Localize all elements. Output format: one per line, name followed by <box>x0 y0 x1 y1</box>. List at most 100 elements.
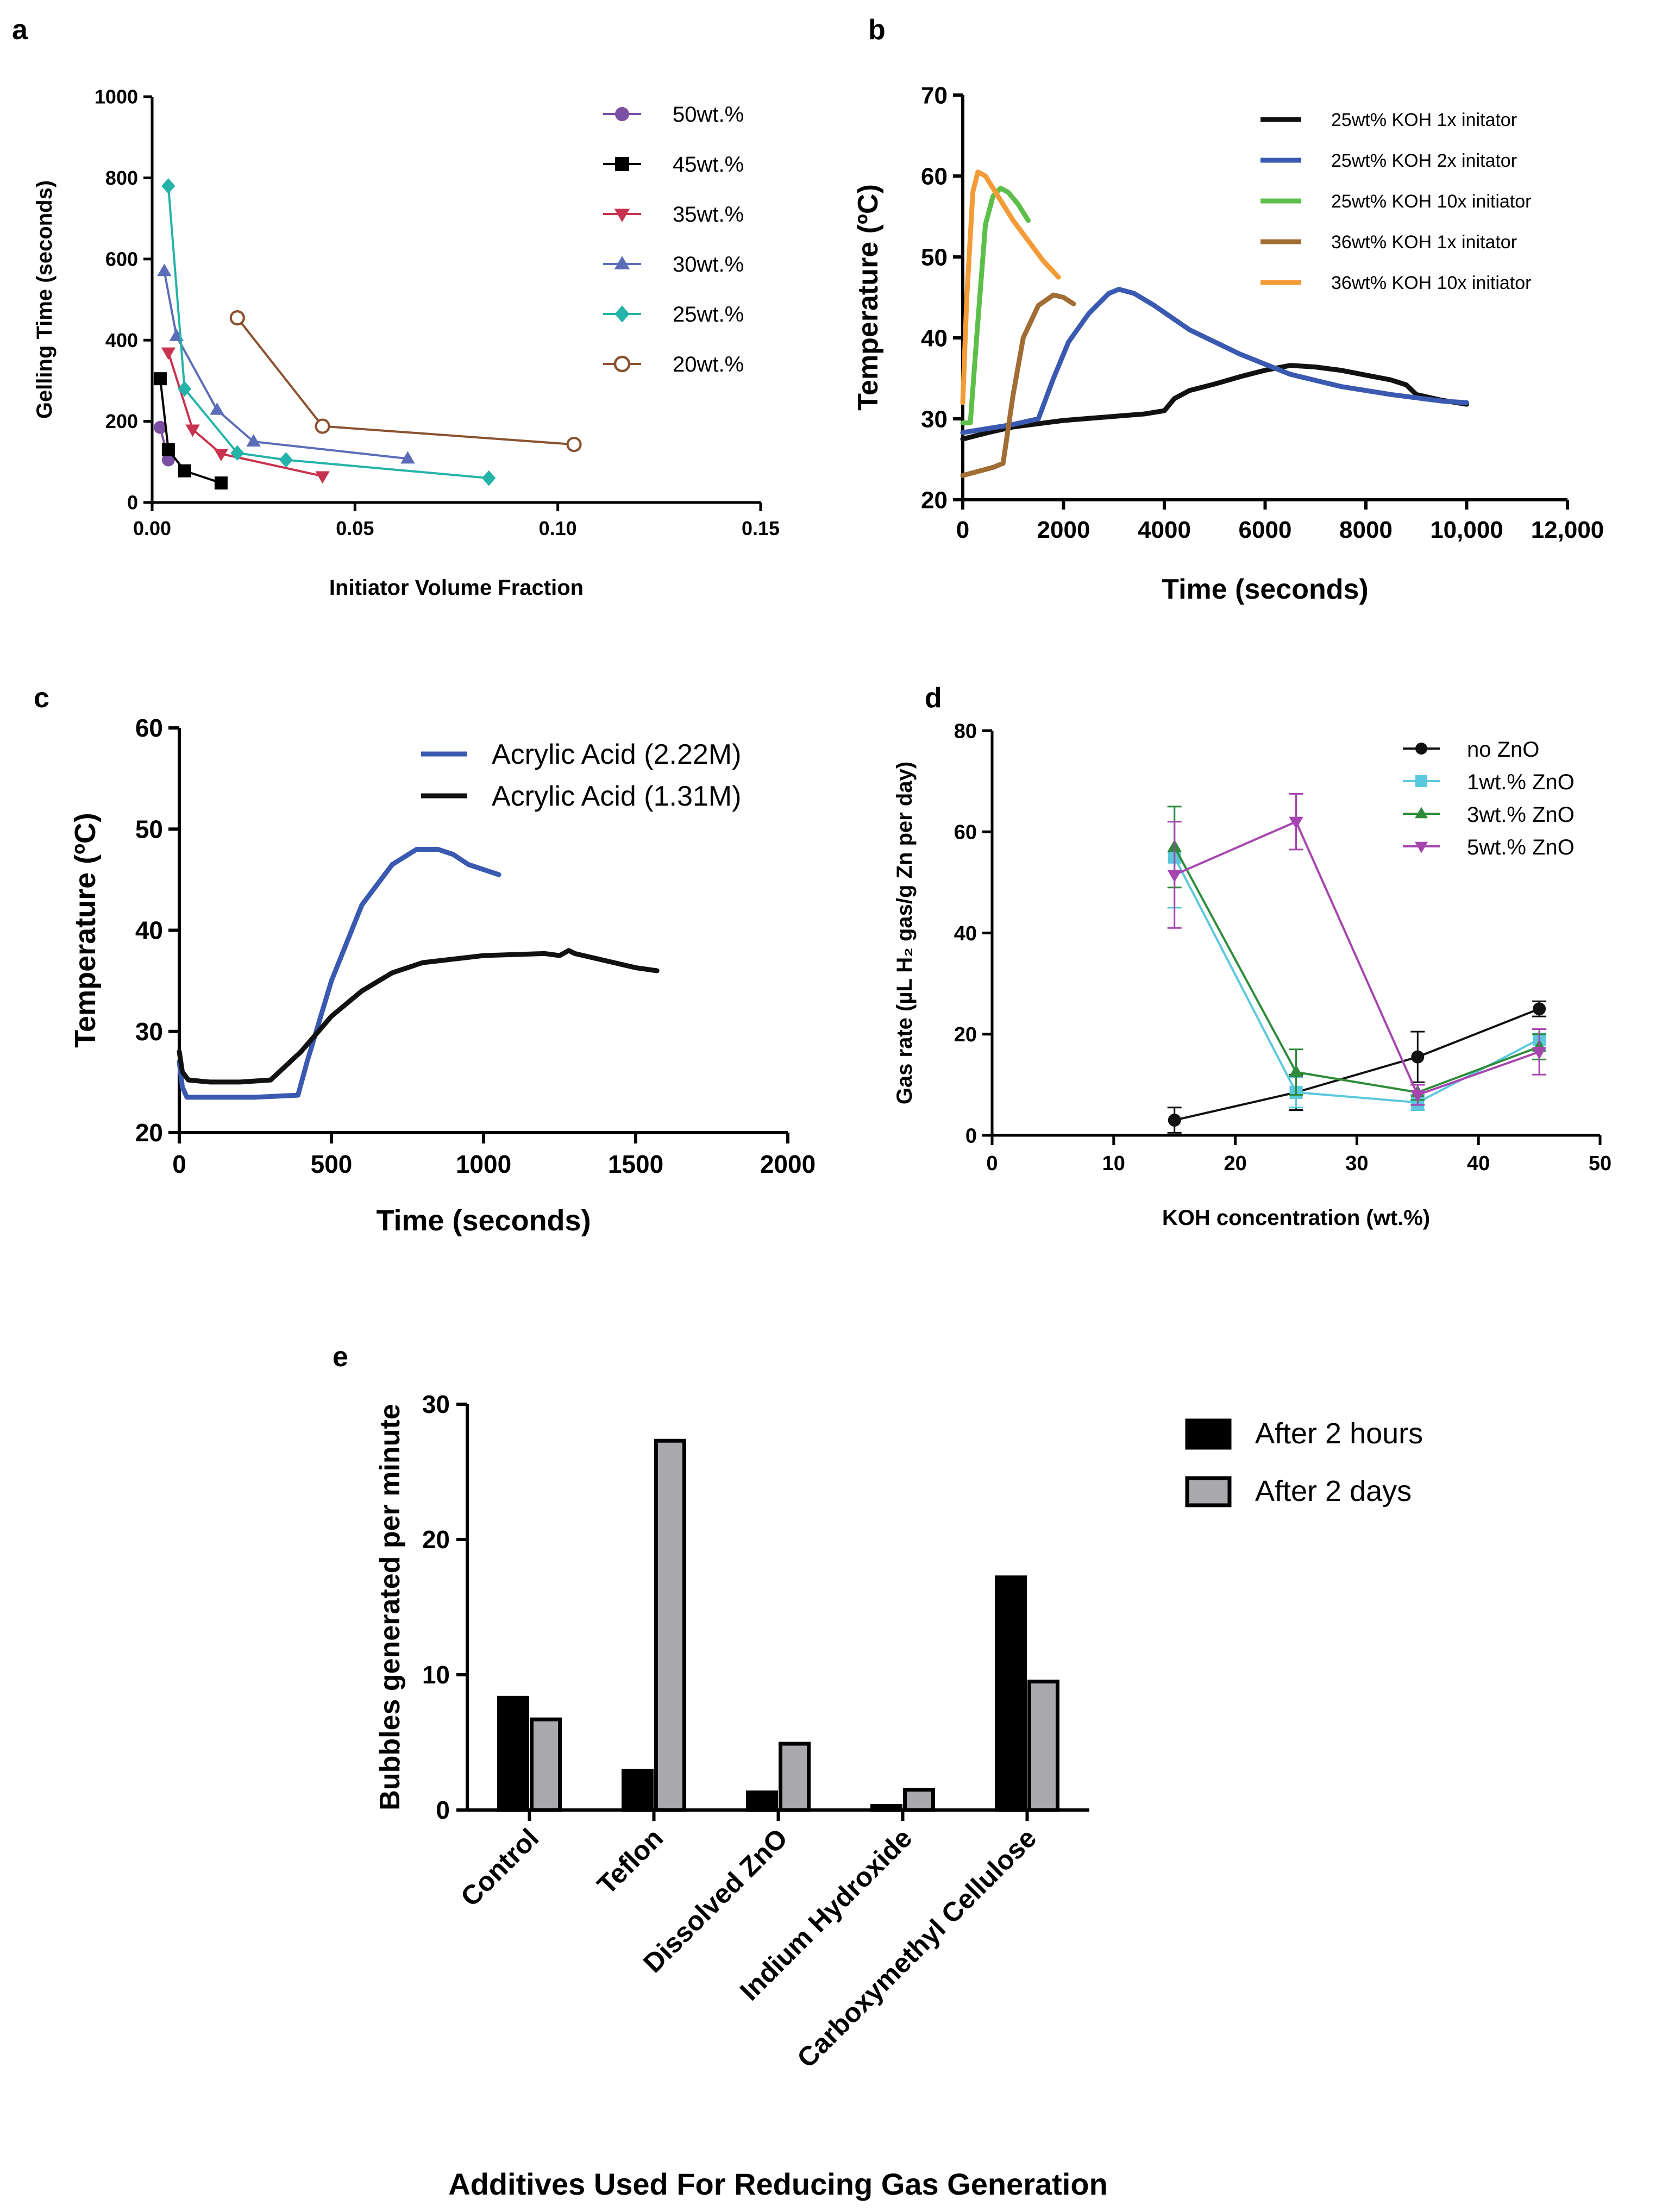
x-tick-label: 40 <box>1467 1152 1490 1175</box>
bar-1-1 <box>654 1438 686 1812</box>
x-axis-label: Time (seconds) <box>1162 574 1368 605</box>
legend-label: 25wt% KOH 1x initator <box>1331 110 1517 130</box>
legend-marker <box>615 157 629 171</box>
y-tick-label: 60 <box>954 821 977 844</box>
y-axis-label: Gelling Time (seconds) <box>33 180 57 419</box>
series-line-4 <box>960 169 1061 405</box>
x-axis-label: Additives Used For Reducing Gas Generati… <box>448 2167 1108 2201</box>
y-tick-label: 70 <box>921 82 948 109</box>
y-tick-label: 50 <box>135 815 163 843</box>
panel-letter-b: b <box>868 14 886 46</box>
x-tick-label: 12,000 <box>1531 517 1604 543</box>
y-tick-label: 400 <box>105 329 138 351</box>
y-tick-label: 0 <box>965 1124 977 1147</box>
legend-marker <box>1414 807 1428 819</box>
legend-marker <box>613 355 631 373</box>
data-point <box>1411 1050 1425 1064</box>
x-tick-label: 8000 <box>1339 517 1393 543</box>
legend-label: 25wt.% <box>673 303 744 326</box>
legend-label: 36wt% KOH 10x initiator <box>1331 273 1532 293</box>
x-tick-label: 6000 <box>1239 517 1292 543</box>
legend-label: 35wt.% <box>673 203 744 227</box>
x-tick-label: 0.00 <box>133 517 171 539</box>
y-axis-label: Temperature (ºC) <box>69 813 102 1048</box>
y-tick-label: 1000 <box>95 86 138 108</box>
y-tick-label: 30 <box>422 1390 450 1418</box>
legend-label: 5wt.% ZnO <box>1467 835 1575 859</box>
legend-label: 50wt.% <box>673 103 744 127</box>
data-point <box>161 443 175 456</box>
legend-marker <box>1415 743 1427 755</box>
data-point <box>230 445 244 461</box>
category-label: Control <box>455 1823 544 1912</box>
x-tick-label: 500 <box>311 1150 353 1178</box>
series-line-1 <box>1173 856 1540 1104</box>
y-axis-label: Bubbles generated per minute <box>374 1404 406 1810</box>
legend-label: 1wt.% ZnO <box>1467 770 1575 794</box>
y-tick-label: 600 <box>105 248 138 270</box>
bar-3-0 <box>870 1804 902 1812</box>
series-line-3 <box>960 292 1076 478</box>
y-tick-label: 40 <box>135 916 163 945</box>
data-point <box>161 453 175 467</box>
data-point <box>1289 816 1303 830</box>
series-line-0 <box>1174 1008 1540 1122</box>
bar-1-0 <box>622 1769 654 1812</box>
y-tick-label: 20 <box>422 1525 450 1554</box>
legend-label: After 2 hours <box>1255 1417 1423 1450</box>
series-line-0 <box>177 847 501 1100</box>
series-line-1 <box>960 287 1469 435</box>
bar-3-1 <box>903 1788 935 1812</box>
series-line-1 <box>159 378 222 485</box>
data-point <box>161 178 175 194</box>
legend-label: Acrylic Acid (1.31M) <box>492 781 741 812</box>
data-point <box>482 470 496 486</box>
data-point <box>157 263 172 276</box>
x-tick-label: 4000 <box>1138 517 1191 543</box>
panel-letter-d: d <box>925 682 942 714</box>
x-tick-label: 50 <box>1589 1152 1611 1175</box>
data-point <box>153 372 167 386</box>
data-point <box>210 402 224 415</box>
legend-label: 3wt.% ZnO <box>1467 803 1575 827</box>
data-point <box>246 434 261 447</box>
x-tick-label: 0.10 <box>539 517 577 539</box>
data-point <box>214 449 229 462</box>
bar-2-0 <box>746 1790 778 1812</box>
data-point <box>1168 1114 1181 1127</box>
legend-label: After 2 days <box>1255 1475 1412 1507</box>
bar-4-0 <box>995 1575 1027 1812</box>
y-axis-label: Temperature (ºC) <box>852 184 884 411</box>
legend-marker <box>614 305 630 323</box>
x-tick-label: 10 <box>1102 1152 1125 1175</box>
legend-marker <box>614 256 630 269</box>
legend-marker <box>615 107 629 121</box>
legend-label: 36wt% KOH 1x initator <box>1331 232 1517 253</box>
y-tick-label: 0 <box>127 492 138 514</box>
chart-c-temperature-acrylic: 20 30 40 50 60 0 500 1000 1500 2000 Time (seconds)… <box>69 714 816 1237</box>
data-point <box>279 452 293 468</box>
bar-0-0 <box>497 1695 529 1812</box>
y-tick-label: 800 <box>105 167 138 189</box>
chart-a-gelling-time: 0 200 400 600 800 1000 0.00 0.05 0.10 0.15 Initiat… <box>33 86 780 600</box>
x-tick-label: 1500 <box>608 1150 663 1178</box>
series-line-2 <box>960 185 1031 425</box>
series-line-0 <box>960 363 1469 442</box>
y-tick-label: 10 <box>422 1661 450 1689</box>
legend-marker <box>614 209 630 222</box>
data-point <box>1532 1047 1547 1060</box>
legend-label: Acrylic Acid (2.22M) <box>492 739 741 770</box>
x-tick-label: 0.05 <box>336 517 374 539</box>
x-axis-label: Initiator Volume Fraction <box>329 576 584 600</box>
legend-label: 30wt.% <box>673 253 744 276</box>
data-point <box>214 476 228 490</box>
x-axis-label: Time (seconds) <box>376 1204 591 1237</box>
data-point <box>1289 1064 1303 1077</box>
data-point <box>315 471 330 484</box>
x-tick-label: 1000 <box>456 1150 511 1178</box>
series-line-2 <box>1173 846 1540 1094</box>
data-point <box>566 437 582 453</box>
y-tick-label: 30 <box>921 406 948 432</box>
y-tick-label: 30 <box>135 1017 163 1046</box>
bar-0-1 <box>530 1717 562 1812</box>
